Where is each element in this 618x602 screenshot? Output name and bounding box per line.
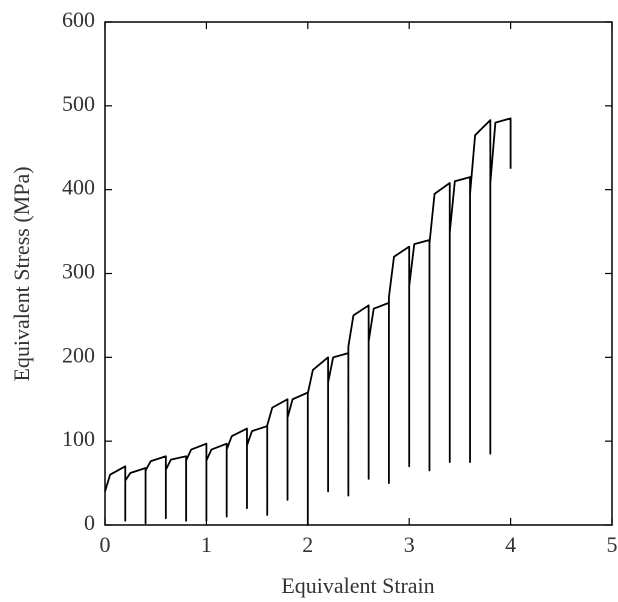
x-tick-label: 2	[302, 532, 313, 557]
x-tick-label: 5	[607, 532, 618, 557]
y-tick-label: 200	[62, 342, 95, 367]
y-tick-label: 300	[62, 259, 95, 284]
plot-frame	[104, 21, 613, 526]
x-tick-label: 0	[100, 532, 111, 557]
x-axis-title: Equivalent Strain	[281, 573, 434, 598]
y-tick-label: 0	[84, 510, 95, 535]
y-tick-label: 500	[62, 91, 95, 116]
x-tick-label: 3	[404, 532, 415, 557]
y-tick-label: 600	[62, 7, 95, 32]
x-tick-label: 1	[201, 532, 212, 557]
y-axis-title: Equivalent Stress (MPa)	[9, 166, 34, 381]
y-tick-label: 100	[62, 426, 95, 451]
y-tick-label: 400	[62, 175, 95, 200]
x-tick-label: 4	[505, 532, 516, 557]
stress-strain-line	[104, 117, 512, 526]
